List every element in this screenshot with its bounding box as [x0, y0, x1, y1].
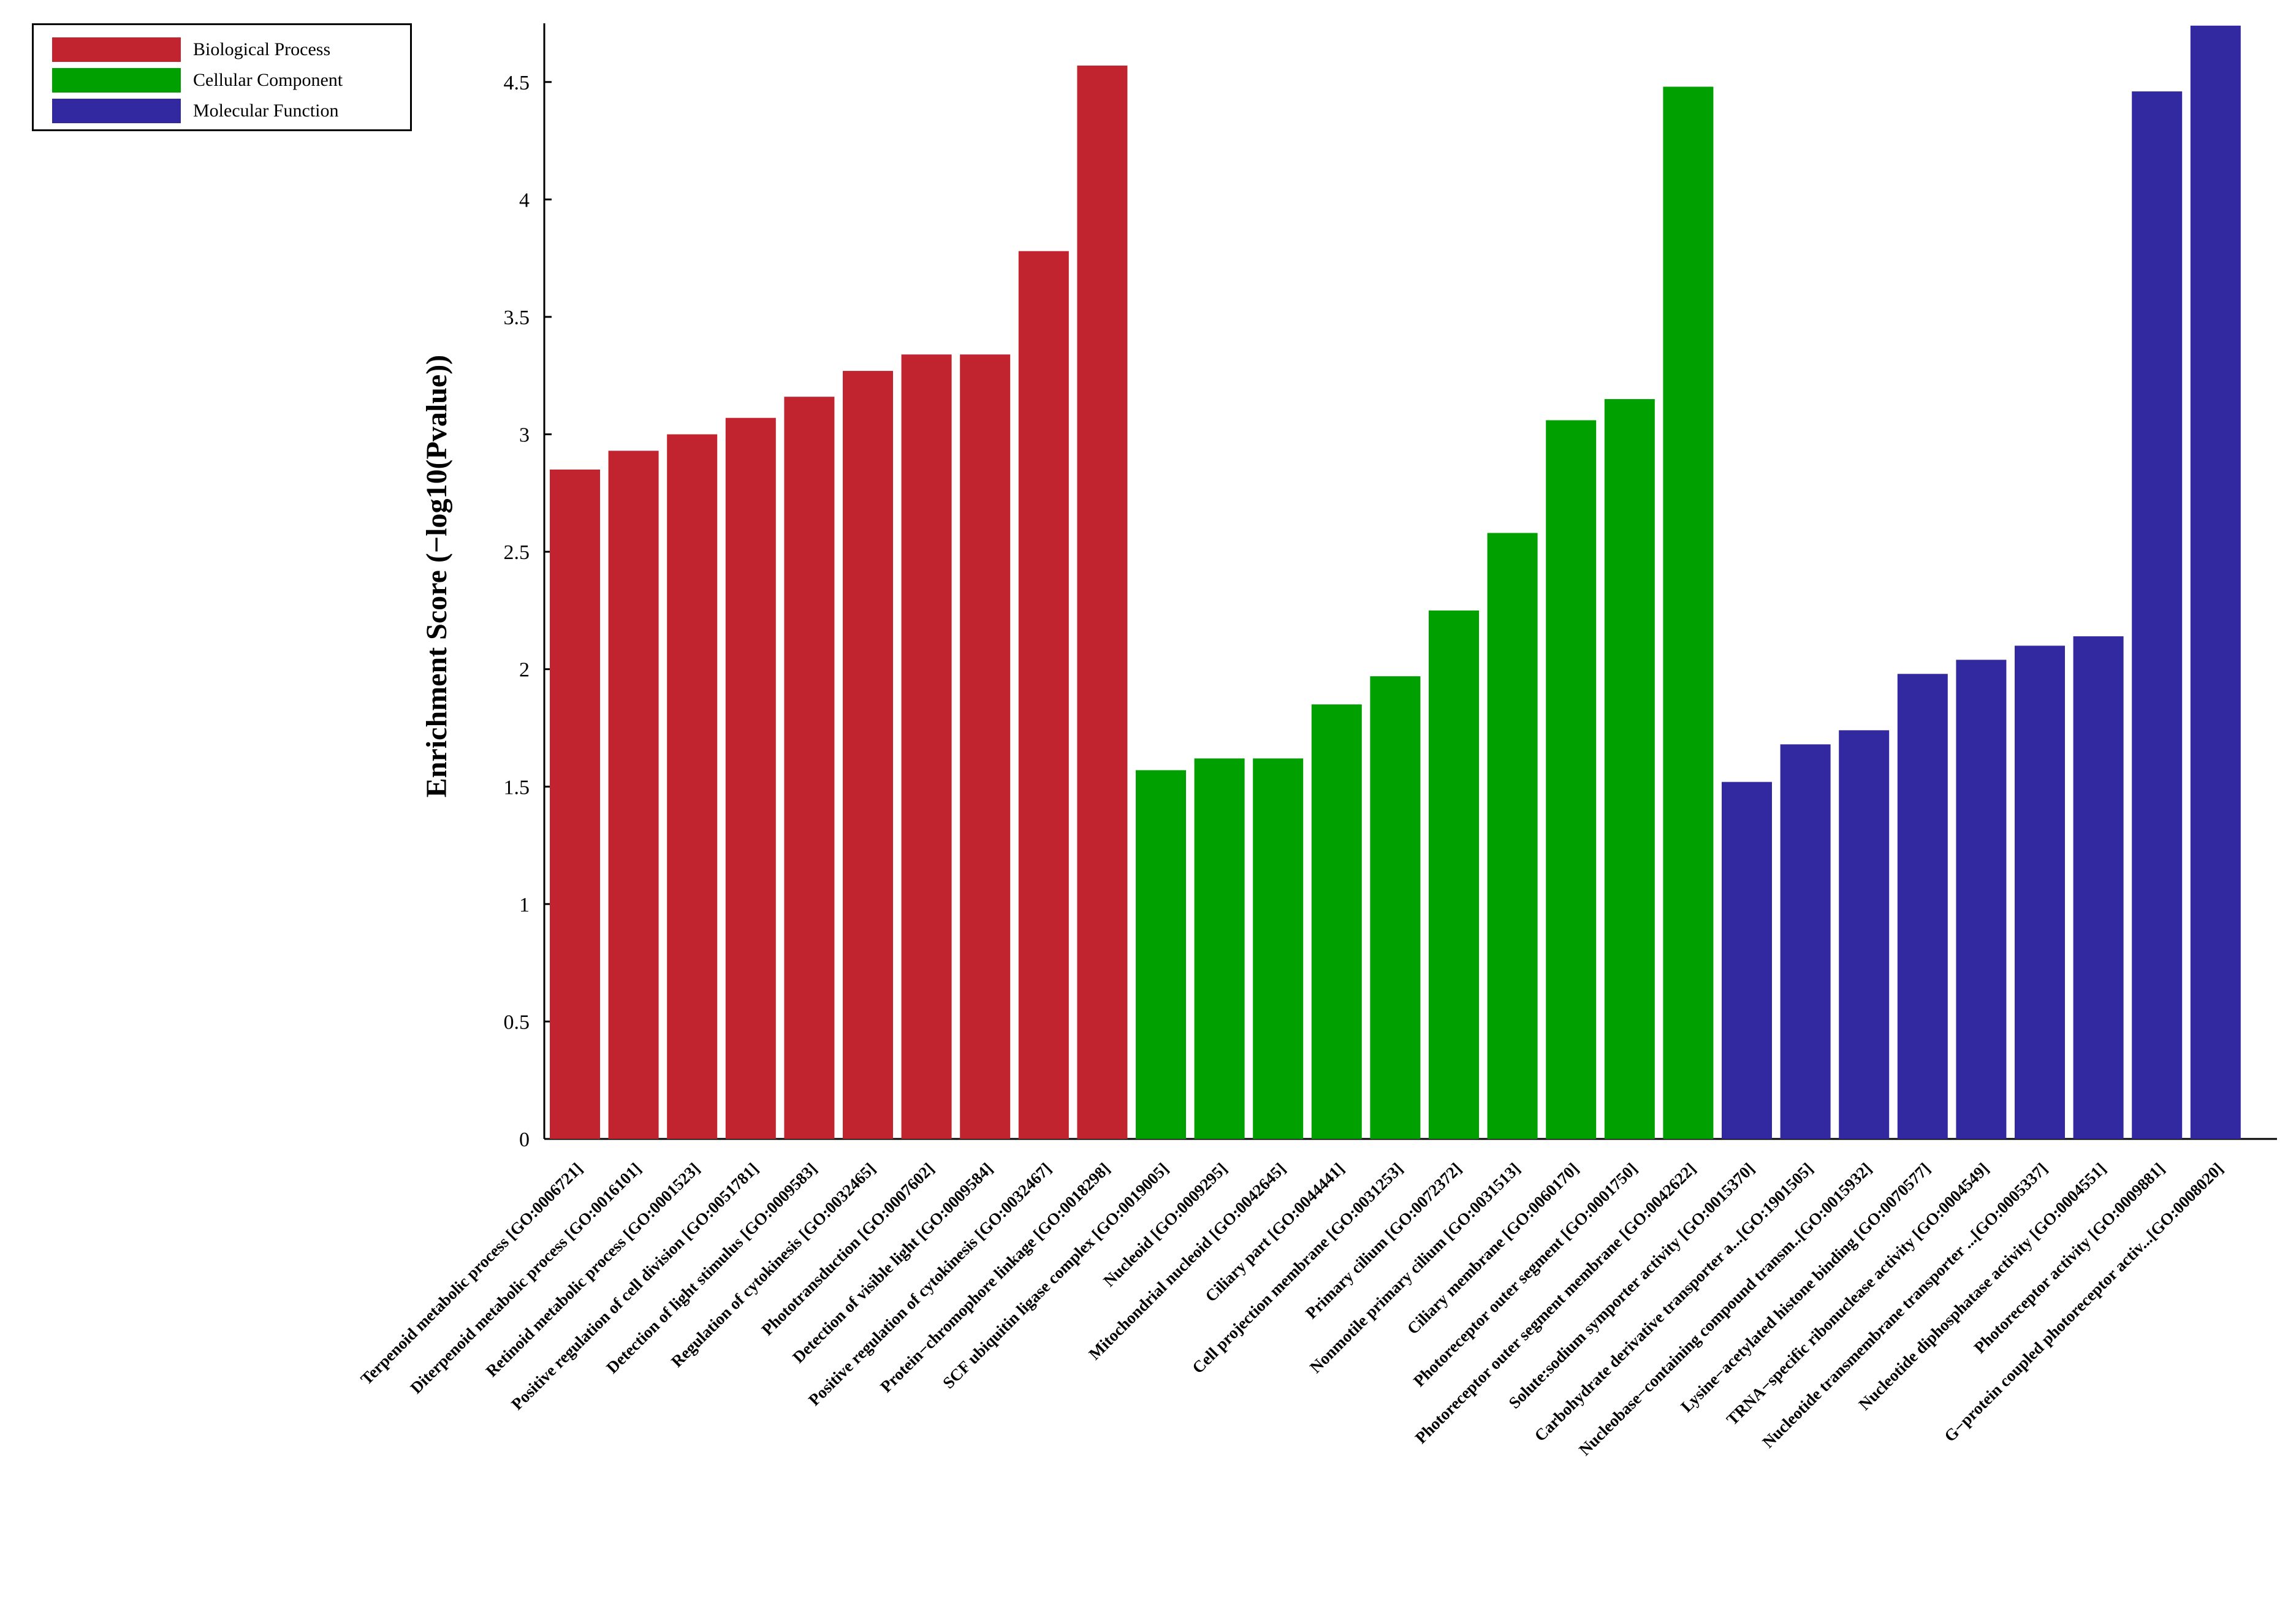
y-tick-label: 1: [519, 894, 530, 916]
legend-label: Cellular Component: [193, 70, 343, 90]
y-axis-label: Enrichment Score (−log10(Pvalue)): [420, 355, 453, 797]
legend-label: Molecular Function: [193, 101, 339, 121]
y-tick-label: 1.5: [504, 776, 530, 799]
bar: [2073, 636, 2124, 1139]
bar: [667, 434, 718, 1139]
chart-bars: [550, 25, 2241, 1140]
bar: [1018, 251, 1069, 1140]
x-tick-label: Photoreceptor outer segment membrane [GO…: [1412, 1159, 1700, 1447]
bar: [2015, 645, 2065, 1139]
x-tick-label: Nonmotile primary cilium [GO:0031513]: [1306, 1159, 1524, 1377]
bar: [1370, 676, 1421, 1139]
legend-item-biological-process: Biological Process: [52, 36, 408, 62]
bar: [1194, 758, 1245, 1139]
y-tick-label: 3.5: [504, 306, 530, 329]
legend-swatch-cellular-component: [52, 68, 181, 93]
bar: [725, 417, 776, 1139]
legend-item-molecular-function: Molecular Function: [52, 97, 408, 123]
bar: [608, 451, 659, 1139]
x-tick-label: Cell projection membrane [GO:0031253]: [1188, 1159, 1406, 1377]
x-tick-label: Photoreceptor outer segment [GO:0001750]: [1410, 1159, 1641, 1390]
y-tick-label: 2: [519, 659, 530, 682]
bar: [1663, 86, 1714, 1139]
bar: [843, 371, 893, 1139]
x-tick-labels: Terpenoid metabolic process [GO:0006721]…: [357, 1159, 2227, 1459]
y-tick-label: 0: [519, 1129, 530, 1151]
bar: [1253, 758, 1304, 1139]
bar: [784, 397, 835, 1139]
legend-swatch-biological-process: [52, 37, 181, 62]
y-tick-label: 0.5: [504, 1011, 530, 1033]
bar: [2190, 25, 2241, 1140]
bar: [1546, 420, 1597, 1139]
legend-item-cellular-component: Cellular Component: [52, 67, 408, 93]
bar: [1839, 730, 1890, 1139]
bar: [1311, 704, 1362, 1139]
y-tick-label: 2.5: [504, 541, 530, 564]
bar: [901, 354, 952, 1139]
chart-legend: Biological Process Cellular Component Mo…: [32, 23, 412, 131]
bar: [550, 470, 600, 1139]
bar: [1487, 533, 1538, 1139]
x-tick-label: Nucleotide transmembrane transporter ...…: [1758, 1159, 2051, 1452]
y-tick-label: 4: [519, 189, 530, 211]
legend-swatch-molecular-function: [52, 99, 181, 123]
y-tick-label: 3: [519, 424, 530, 447]
x-tick-label: Detection of light stimulus [GO:0009583]: [603, 1159, 820, 1377]
x-tick-label: G−protein coupled photoreceptor activ...…: [1941, 1159, 2227, 1445]
bar: [1780, 744, 1831, 1139]
bar: [1429, 610, 1479, 1139]
x-tick-label: Regulation of cytokinesis [GO:0032465]: [667, 1159, 879, 1371]
legend-label: Biological Process: [193, 39, 331, 59]
bar: [2132, 91, 2183, 1140]
bar: [1136, 770, 1186, 1139]
bar: [1956, 660, 2007, 1139]
y-tick-label: 4.5: [504, 72, 530, 94]
bar: [1077, 65, 1128, 1140]
bar: [960, 354, 1011, 1139]
bar: [1604, 399, 1655, 1139]
x-tick-label: Carbohydrate derivative transporter a...…: [1531, 1159, 1817, 1445]
x-tick-label: Terpenoid metabolic process [GO:0006721]: [357, 1159, 586, 1388]
bar: [1722, 782, 1772, 1139]
x-tick-label: Detection of visible light [GO:0009584]: [789, 1159, 996, 1366]
bar: [1897, 674, 1948, 1139]
x-tick-label: Retinoid metabolic process [GO:0001523]: [482, 1159, 704, 1380]
